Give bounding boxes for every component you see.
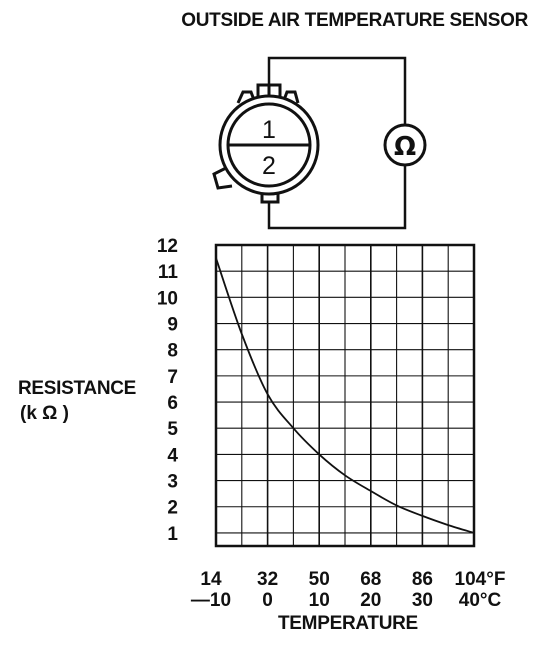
y-tick-label: 2 bbox=[167, 498, 178, 519]
x-tick-label-fahrenheit: 68 bbox=[360, 569, 381, 590]
x-axis-title: TEMPERATURE bbox=[278, 613, 418, 634]
x-tick-label-celsius: 30 bbox=[412, 590, 433, 611]
y-tick-label: 8 bbox=[167, 341, 178, 362]
x-tick-label-fahrenheit: 104°F bbox=[455, 569, 506, 590]
x-tick-label-fahrenheit: 50 bbox=[309, 569, 330, 590]
x-tick-label-celsius: 0 bbox=[262, 590, 273, 611]
y-tick-label: 3 bbox=[167, 472, 178, 493]
sensor-connector bbox=[212, 83, 320, 204]
terminal-2-label: 2 bbox=[262, 152, 276, 180]
y-tick-label: 1 bbox=[167, 524, 178, 545]
x-tick-label-celsius: 10 bbox=[309, 590, 330, 611]
x-tick-label-fahrenheit: 32 bbox=[257, 569, 278, 590]
ohm-symbol: Ω bbox=[394, 132, 416, 162]
ohmmeter-icon: Ω bbox=[383, 123, 427, 167]
y-axis-title: RESISTANCE bbox=[18, 378, 137, 399]
y-tick-label: 12 bbox=[157, 236, 178, 257]
diagram-title: OUTSIDE AIR TEMPERATURE SENSOR bbox=[181, 10, 528, 31]
y-tick-label: 10 bbox=[157, 288, 178, 309]
chart-grid bbox=[214, 243, 476, 548]
y-tick-label: 6 bbox=[167, 393, 178, 414]
x-tick-label-fahrenheit: 14 bbox=[200, 569, 222, 590]
y-tick-label: 11 bbox=[158, 262, 179, 283]
x-tick-label-celsius: 20 bbox=[360, 590, 381, 611]
resistance-curve bbox=[215, 257, 475, 534]
meter-wiring bbox=[267, 56, 407, 230]
y-tick-label: 7 bbox=[167, 367, 178, 388]
y-tick-label: 5 bbox=[167, 419, 178, 440]
y-axis-unit: (k Ω ) bbox=[20, 403, 70, 424]
y-tick-label: 4 bbox=[167, 445, 178, 466]
y-tick-label: 9 bbox=[167, 315, 178, 336]
x-tick-label-celsius: —10 bbox=[191, 590, 231, 611]
x-tick-label-fahrenheit: 86 bbox=[412, 569, 433, 590]
terminal-1-label: 1 bbox=[262, 116, 276, 144]
x-tick-label-celsius: 40°C bbox=[459, 590, 502, 611]
